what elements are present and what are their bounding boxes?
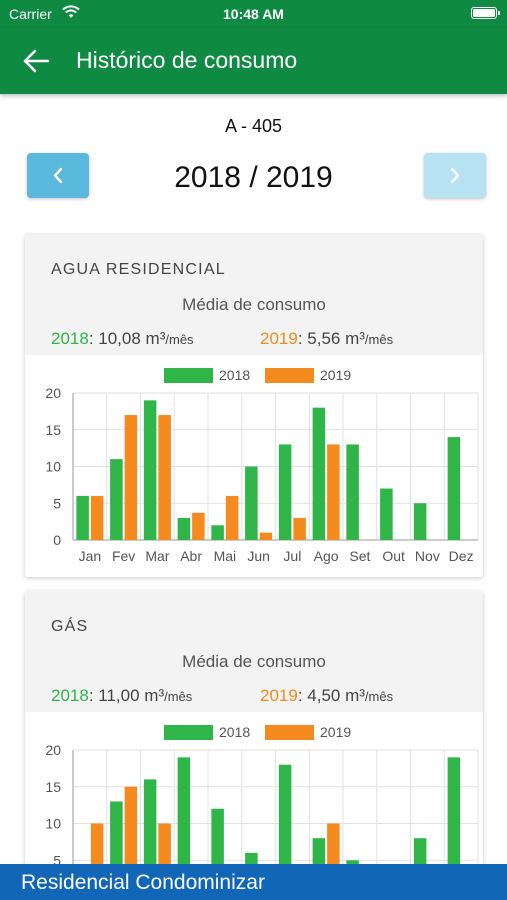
card-title: GÁS bbox=[51, 618, 89, 635]
card-title: AGUA RESIDENCIAL bbox=[51, 261, 226, 278]
average-2019: 2019: 5,56 m³/mês bbox=[260, 329, 393, 349]
next-period-button[interactable] bbox=[424, 153, 486, 198]
x-tick-label: Nov bbox=[415, 548, 440, 564]
legend-label-2019: 2019 bbox=[320, 724, 351, 740]
average-2019-year: 2019 bbox=[260, 329, 298, 348]
y-tick-label: 20 bbox=[45, 385, 61, 401]
carrier-label: Carrier bbox=[9, 6, 52, 22]
average-2018: 2018: 11,00 m³/mês bbox=[51, 686, 192, 706]
bar-2019-Mar bbox=[158, 415, 171, 540]
bar-2019-Ago bbox=[327, 444, 340, 540]
x-tick-label: Abr bbox=[180, 548, 202, 564]
y-tick-label: 5 bbox=[53, 495, 61, 511]
average-2018-year: 2018 bbox=[51, 329, 89, 348]
y-tick-label: 15 bbox=[45, 422, 61, 438]
bar-2019-Mai bbox=[225, 495, 239, 540]
legend-label-2019: 2019 bbox=[320, 367, 351, 383]
bar-2019-Jun bbox=[259, 532, 273, 540]
bar-2018-Jan bbox=[76, 495, 89, 540]
average-2019: 2019: 4,50 m³/mês bbox=[260, 686, 393, 706]
battery-icon bbox=[471, 7, 500, 19]
footer-title: Residencial Condominizar bbox=[21, 871, 265, 894]
x-tick-label: Jun bbox=[247, 548, 270, 564]
average-2018-value: : 10,08 m³ bbox=[88, 329, 166, 348]
average-2018-value: : 11,00 m³ bbox=[88, 686, 165, 705]
x-tick-label: Out bbox=[382, 548, 405, 564]
y-tick-label: 15 bbox=[45, 779, 61, 795]
average-2018-unit: /mês bbox=[165, 332, 194, 347]
legend-label-2018: 2018 bbox=[219, 724, 250, 740]
bar-2018-Mai bbox=[211, 525, 224, 540]
wifi-icon bbox=[62, 5, 80, 18]
water-bar-chart: 2018 2019 0 5 10 15 20 Jan Fev Mar Abr Mai Jun Jul Ago… bbox=[45, 367, 479, 564]
x-tick-label: Fev bbox=[112, 548, 135, 564]
x-tick-label: Ago bbox=[314, 548, 339, 564]
average-2018: 2018: 10,08 m³/mês bbox=[51, 329, 194, 349]
legend-swatch-2019 bbox=[265, 725, 314, 740]
page-title: Histórico de consumo bbox=[76, 47, 298, 73]
bar-2018-Dez bbox=[447, 757, 461, 897]
bar-2018-Mar bbox=[143, 400, 157, 540]
x-tick-label: Set bbox=[349, 548, 370, 564]
legend-label-2018: 2018 bbox=[219, 367, 250, 383]
unit-label: A - 405 bbox=[224, 116, 283, 136]
average-2018-year: 2018 bbox=[51, 686, 89, 705]
legend-swatch-2018 bbox=[164, 725, 213, 740]
bar-2018-Jul bbox=[278, 444, 292, 540]
average-2019-value: : 4,50 m³ bbox=[297, 686, 365, 705]
bar-2018-Jul bbox=[278, 764, 292, 897]
gas-consumption-card: GÁS Média de consumo 2018: 11,00 m³/mês … bbox=[25, 591, 483, 900]
average-label: Média de consumo bbox=[182, 652, 326, 671]
x-tick-label: Jul bbox=[283, 548, 301, 564]
back-arrow-icon[interactable] bbox=[22, 48, 50, 74]
water-chart-area: 2018 2019 0 5 10 15 20 Jan Fev Mar Abr Mai Jun Jul Ago… bbox=[25, 355, 483, 577]
status-bar: Carrier 10:48 AM bbox=[0, 0, 507, 28]
period-label: 2018 / 2019 bbox=[174, 161, 333, 194]
bar-2019-Jul bbox=[293, 517, 306, 540]
bar-2018-Abr bbox=[177, 757, 191, 897]
y-tick-label: 10 bbox=[45, 816, 61, 832]
y-tick-label: 20 bbox=[45, 742, 61, 758]
bar-2018-Nov bbox=[413, 503, 427, 540]
app-bar: Histórico de consumo bbox=[0, 28, 507, 94]
chevron-right-icon bbox=[450, 167, 460, 184]
bar-2019-Abr bbox=[192, 512, 205, 540]
previous-period-button[interactable] bbox=[27, 153, 89, 198]
bar-2018-Dez bbox=[447, 437, 461, 540]
x-tick-label: Jan bbox=[79, 548, 102, 564]
clock: 10:48 AM bbox=[223, 6, 284, 22]
average-2019-unit: /mês bbox=[364, 332, 394, 347]
legend-swatch-2018 bbox=[164, 368, 213, 383]
bar-2018-Ago bbox=[312, 407, 326, 540]
chevron-left-icon bbox=[53, 167, 63, 184]
legend-swatch-2019 bbox=[265, 368, 314, 383]
y-tick-label: 5 bbox=[53, 852, 61, 868]
average-label: Média de consumo bbox=[182, 295, 326, 314]
bar-2019-Fev bbox=[124, 415, 138, 540]
bar-2018-Abr bbox=[177, 517, 191, 540]
bar-2018-Set bbox=[346, 444, 359, 540]
average-2019-value: : 5,56 m³ bbox=[297, 329, 365, 348]
bar-2019-Jan bbox=[90, 495, 104, 540]
x-tick-label: Mai bbox=[214, 548, 237, 564]
bar-2018-Out bbox=[380, 488, 393, 540]
bar-2018-Fev bbox=[110, 459, 123, 540]
bar-2018-Jun bbox=[245, 466, 258, 540]
x-tick-label: Mar bbox=[145, 548, 169, 564]
average-2018-unit: /mês bbox=[164, 689, 193, 704]
average-2019-year: 2019 bbox=[260, 686, 298, 705]
y-tick-label: 10 bbox=[45, 459, 61, 475]
y-tick-label: 0 bbox=[53, 532, 61, 548]
footer-bar: Residencial Condominizar bbox=[0, 864, 507, 900]
water-consumption-card: AGUA RESIDENCIAL Média de consumo 2018: … bbox=[25, 234, 483, 577]
x-tick-label: Dez bbox=[449, 548, 474, 564]
average-2019-unit: /mês bbox=[364, 689, 394, 704]
